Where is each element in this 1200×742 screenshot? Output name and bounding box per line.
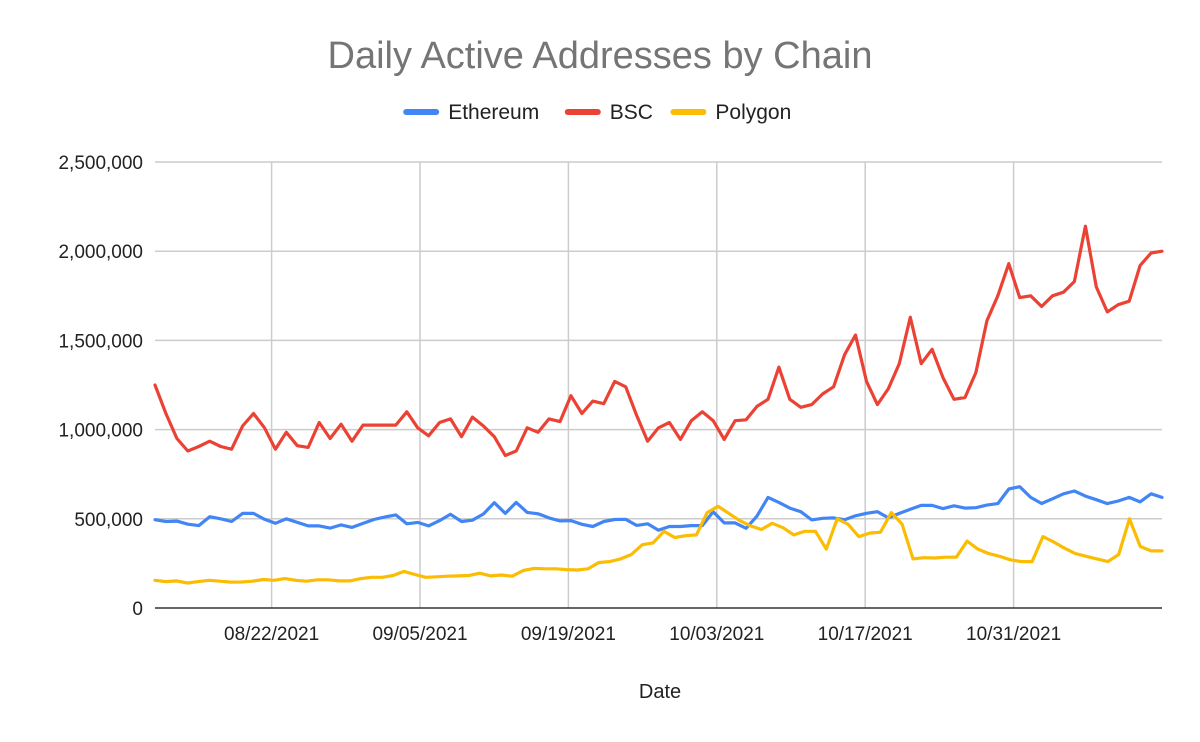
y-tick-label: 1,000,000 <box>58 421 143 442</box>
series-line-bsc <box>153 224 1164 458</box>
y-axis: 0 500,000 1,000,000 1,500,000 2,000,000 2,500… <box>58 153 143 620</box>
legend-label: Polygon <box>715 101 791 124</box>
legend-item-polygon: Polygon <box>670 101 791 124</box>
y-tick-label: 2,000,000 <box>58 242 143 263</box>
plot-area <box>153 224 1164 585</box>
legend-label: BSC <box>610 101 653 124</box>
x-tick-label: 10/17/2021 <box>818 624 913 645</box>
x-axis-title: Date <box>639 681 681 703</box>
x-tick-label: 10/03/2021 <box>669 624 764 645</box>
gridlines <box>155 161 1162 609</box>
chart-title: Daily Active Addresses by Chain <box>328 35 873 77</box>
x-axis: 08/22/2021 09/05/2021 09/19/2021 10/03/2021… <box>224 624 1061 645</box>
y-tick-label: 0 <box>132 599 143 620</box>
series-line-ethereum <box>153 485 1164 532</box>
legend-item-bsc: BSC <box>564 101 653 124</box>
y-tick-label: 500,000 <box>74 510 143 531</box>
x-tick-label: 08/22/2021 <box>224 624 319 645</box>
x-tick-label: 09/19/2021 <box>521 624 616 645</box>
legend-label: Ethereum <box>448 101 539 124</box>
y-tick-label: 1,500,000 <box>58 331 143 352</box>
legend-item-ethereum: Ethereum <box>403 101 539 124</box>
series-line-polygon <box>153 504 1164 585</box>
legend: Ethereum BSC Polygon <box>403 101 791 124</box>
x-tick-label: 09/05/2021 <box>372 624 467 645</box>
x-tick-label: 10/31/2021 <box>966 624 1061 645</box>
y-tick-label: 2,500,000 <box>58 153 143 174</box>
